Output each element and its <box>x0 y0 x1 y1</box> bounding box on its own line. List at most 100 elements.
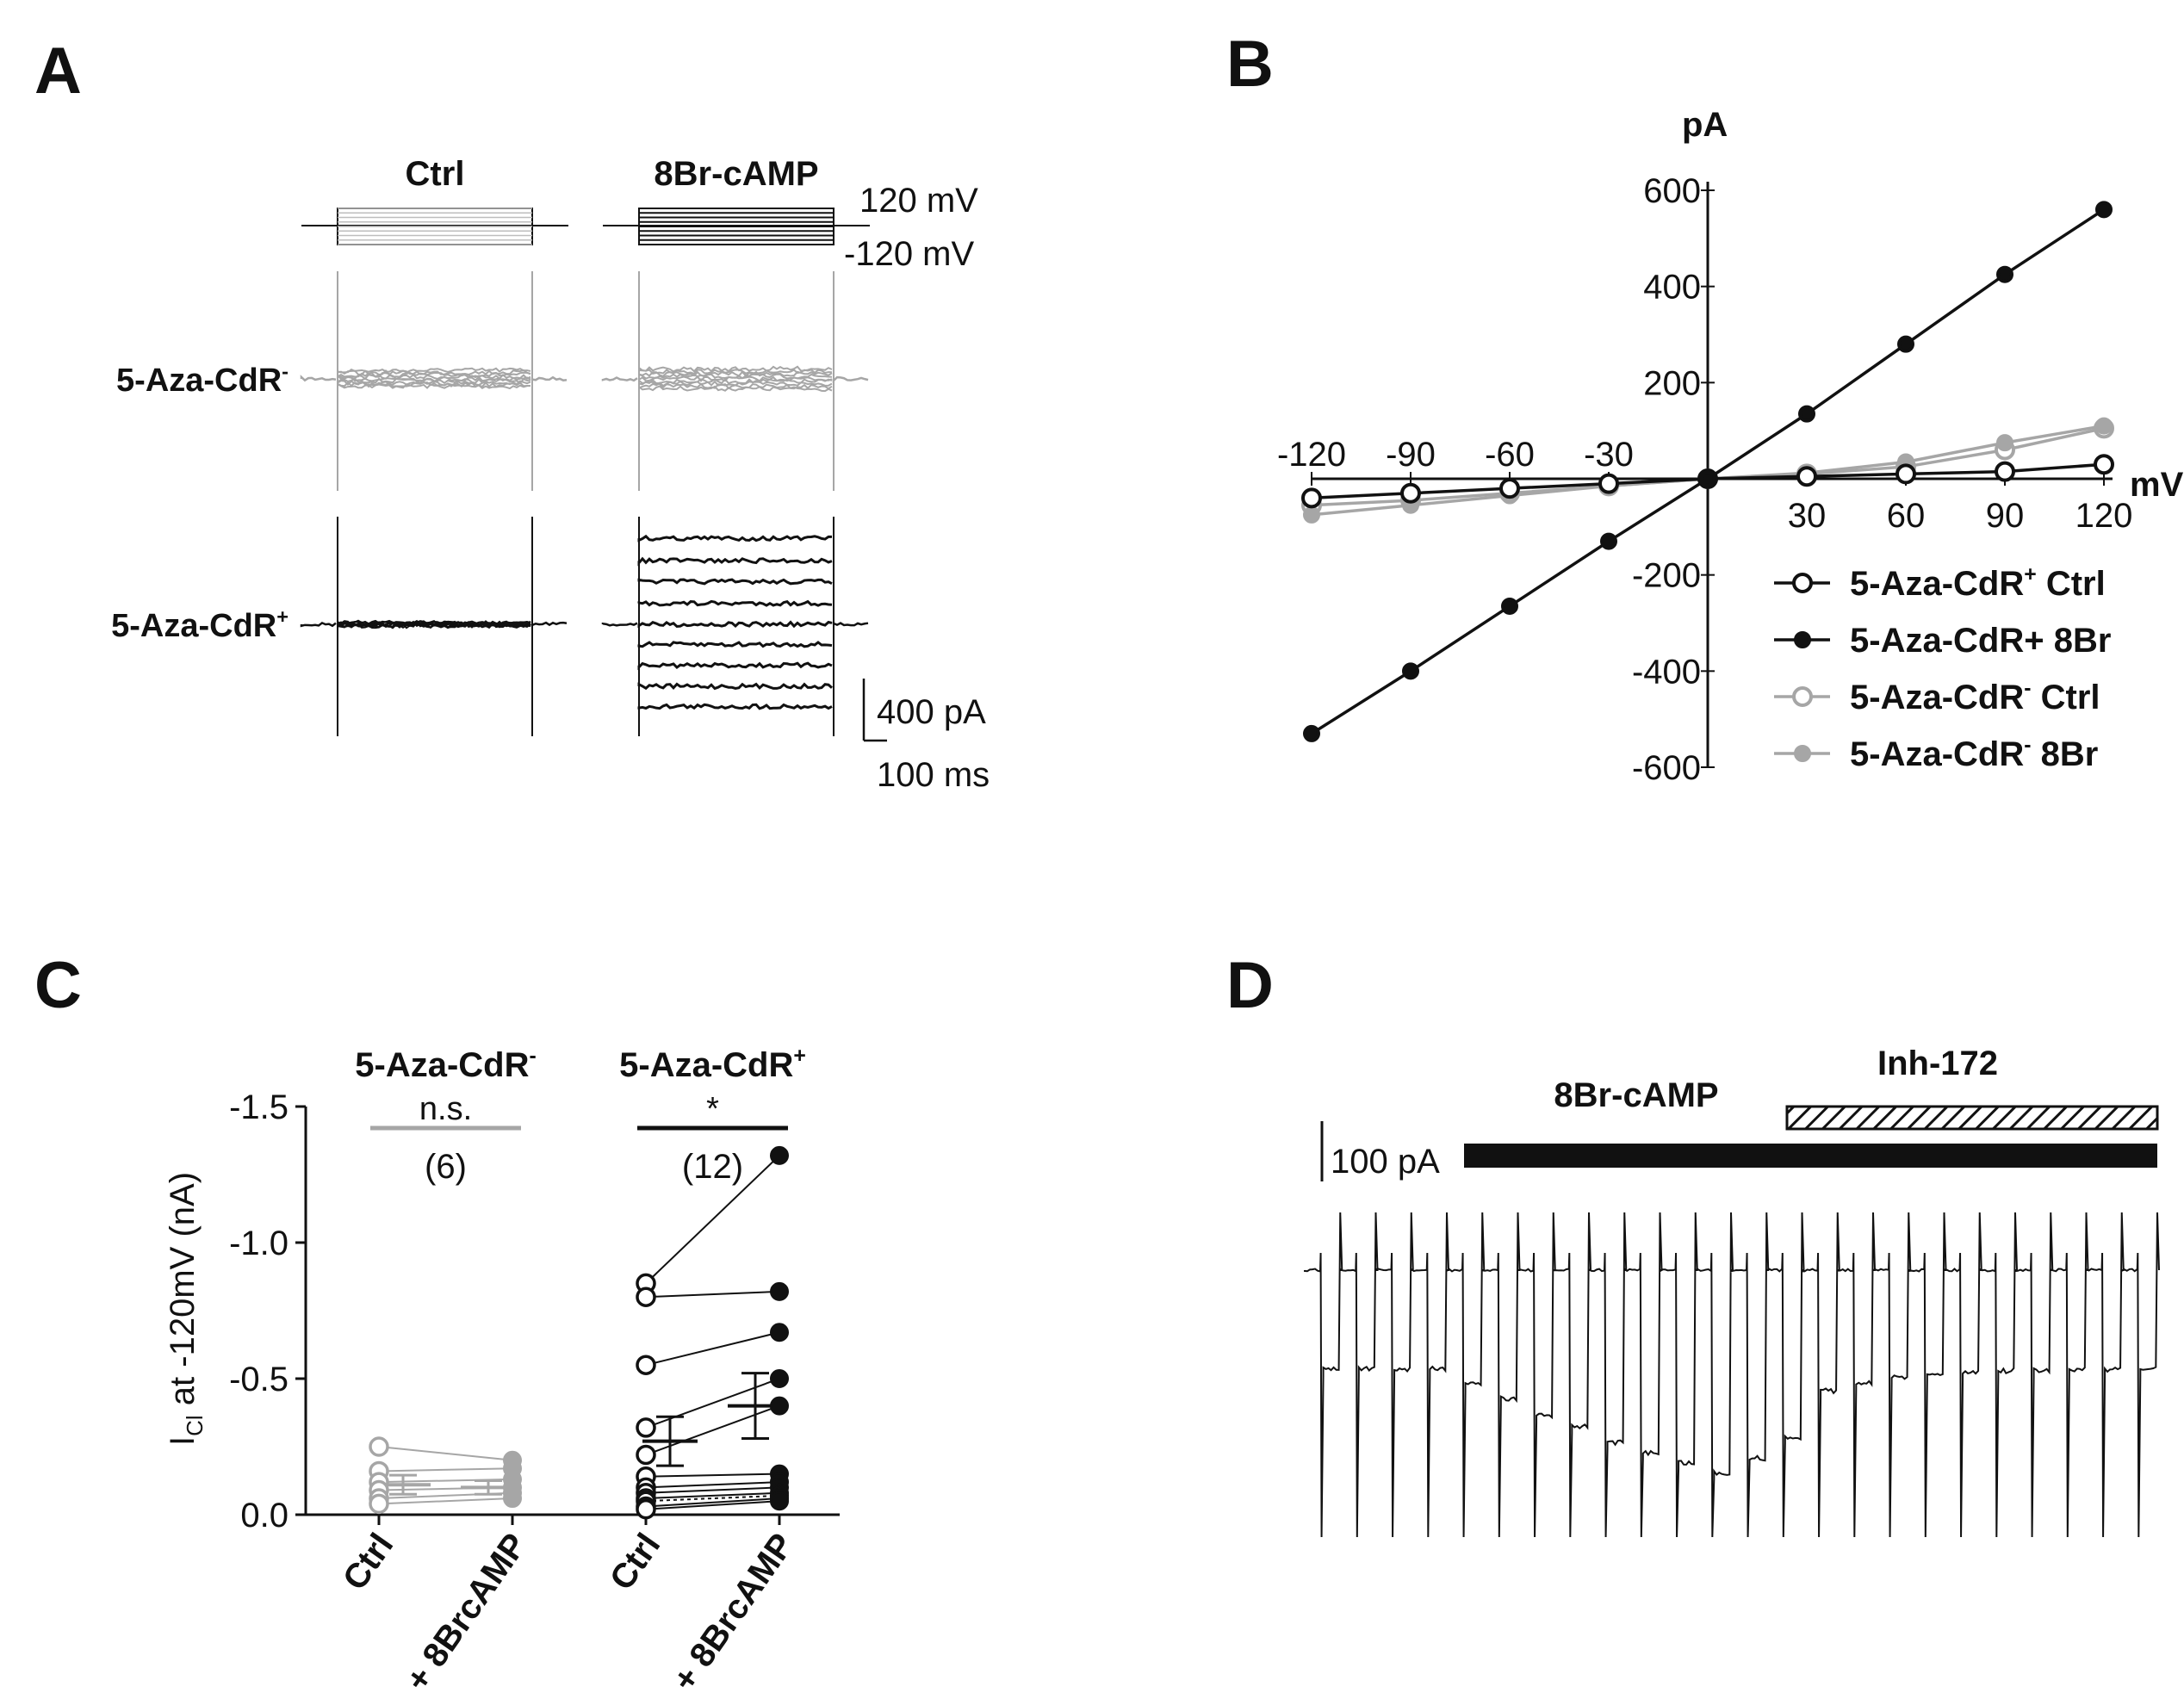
current-trace <box>637 703 833 710</box>
x-tick-label: 120 <box>2075 497 2133 535</box>
y-tick-label: -400 <box>1632 653 1701 691</box>
current-trace <box>638 369 833 375</box>
x-tick-label: 60 <box>1887 497 1926 535</box>
x-axis-label: mV <box>2130 466 2184 504</box>
trace-baseline <box>300 375 337 382</box>
paired-line <box>645 1472 780 1478</box>
data-point <box>1402 662 1419 680</box>
data-point <box>1798 405 1815 423</box>
trace-group-row1-col0 <box>300 517 568 736</box>
data-point <box>1303 724 1320 742</box>
data-point <box>1600 532 1617 550</box>
paired-line <box>645 1497 780 1508</box>
voltage-protocol-0 <box>301 208 568 245</box>
data-point <box>1499 478 1520 499</box>
data-point-ctrl <box>636 1498 656 1520</box>
data-point-treated <box>770 1323 789 1342</box>
series-1 <box>1303 201 2113 742</box>
data-point-treated <box>770 1491 789 1511</box>
x-tick-label: -60 <box>1485 436 1535 474</box>
row-label-1: 5-Aza-CdR+ <box>111 605 289 644</box>
data-point <box>1996 434 2013 452</box>
trace-baseline <box>530 375 568 381</box>
paired-line <box>645 1486 780 1494</box>
n-label: (12) <box>682 1148 743 1186</box>
trace-baseline <box>300 621 337 628</box>
legend-marker <box>1792 573 1813 593</box>
voltage-label-top: 120 mV <box>859 182 978 220</box>
current-trace <box>337 367 531 374</box>
data-point-treated <box>770 1396 789 1416</box>
data-point-ctrl <box>636 1417 656 1438</box>
paired-line <box>645 1404 780 1456</box>
scale-bar-time-label: 100 ms <box>877 756 990 794</box>
current-trace <box>637 620 833 629</box>
x-tick-label: -30 <box>1584 436 1634 474</box>
panel-label-b: B <box>1226 28 1274 101</box>
data-point <box>1303 505 1320 524</box>
data-point-treated <box>503 1489 522 1509</box>
significance-label: * <box>706 1091 719 1127</box>
trace-baseline <box>601 622 638 627</box>
legend-label: 5-Aza-CdR+ Ctrl <box>1850 563 2106 603</box>
current-trace <box>638 373 833 380</box>
current-trace <box>337 369 531 376</box>
data-point <box>2094 454 2114 475</box>
group-title: 5-Aza-CdR- <box>355 1045 537 1084</box>
y-tick-label: -600 <box>1632 749 1701 787</box>
current-trace <box>337 379 531 387</box>
data-point <box>1796 466 1817 487</box>
legend-b: 5-Aza-CdR+ Ctrl 5-Aza-CdR+ 8Br 5-Aza-CdR- … <box>1774 563 2111 773</box>
paired-line <box>645 1494 780 1503</box>
data-point-ctrl <box>636 1355 656 1375</box>
data-point <box>2095 201 2113 219</box>
paired-line <box>645 1331 780 1367</box>
legend-marker <box>1794 745 1811 762</box>
y-tick-label: -0.5 <box>229 1361 289 1398</box>
y-tick-label: 200 <box>1643 364 1701 402</box>
legend-label: 5-Aza-CdR- Ctrl <box>1850 677 2100 716</box>
category-label: Ctrl <box>603 1527 668 1597</box>
x-tick-label: -90 <box>1386 436 1436 474</box>
data-point <box>1895 463 1916 485</box>
x-tick-label: 30 <box>1788 497 1827 535</box>
column-label-0: Ctrl <box>406 155 465 193</box>
data-point <box>2095 417 2113 435</box>
panel-label-c: C <box>34 949 82 1022</box>
y-tick-label: -1.5 <box>229 1088 289 1126</box>
data-point-treated <box>770 1281 789 1301</box>
current-trace <box>637 556 833 567</box>
trace-group-row0-col1 <box>601 271 869 491</box>
paired-line <box>645 1290 780 1299</box>
x-tick-label: -120 <box>1277 436 1346 474</box>
current-trace <box>638 377 833 385</box>
data-point-ctrl <box>369 1436 389 1457</box>
significance-label: n.s. <box>419 1091 472 1127</box>
trace-baseline <box>832 375 869 383</box>
paired-line <box>645 1378 780 1429</box>
drug-label-8br: 8Br-cAMP <box>1554 1076 1718 1114</box>
data-point-ctrl <box>369 1493 389 1515</box>
voltage-protocol-1 <box>603 208 870 245</box>
paired-line <box>645 1491 780 1500</box>
current-trace <box>638 385 833 393</box>
trace-path <box>1304 1212 2160 1538</box>
panel-a-traces: Ctrl 8Br-cAMP 120 mV -120 mV 5-Aza-CdR- 5-Aza… <box>111 155 990 794</box>
legend-label: 5-Aza-CdR- 8Br <box>1850 734 2098 773</box>
y-axis-label: pA <box>1682 106 1728 144</box>
y-tick-label: -200 <box>1632 557 1701 595</box>
panel-b-iv-plot: pA mV -120 -90 -60 -30 30 60 90 120 600 400 200 -200 -… <box>1277 106 2184 787</box>
current-trace <box>637 599 833 607</box>
current-trace <box>638 365 833 373</box>
paired-line <box>645 1500 780 1510</box>
current-trace <box>337 619 531 626</box>
data-point-ctrl <box>636 1286 656 1307</box>
current-trace-d <box>1304 1212 2160 1538</box>
group-1: 5-Aza-CdR+ * (12) <box>619 1045 806 1520</box>
data-point <box>1400 482 1421 504</box>
row-label-0: 5-Aza-CdR- <box>116 360 289 399</box>
current-trace <box>337 374 531 381</box>
drug-bar-inh172 <box>1785 1105 2159 1131</box>
trace-baseline <box>601 376 638 382</box>
